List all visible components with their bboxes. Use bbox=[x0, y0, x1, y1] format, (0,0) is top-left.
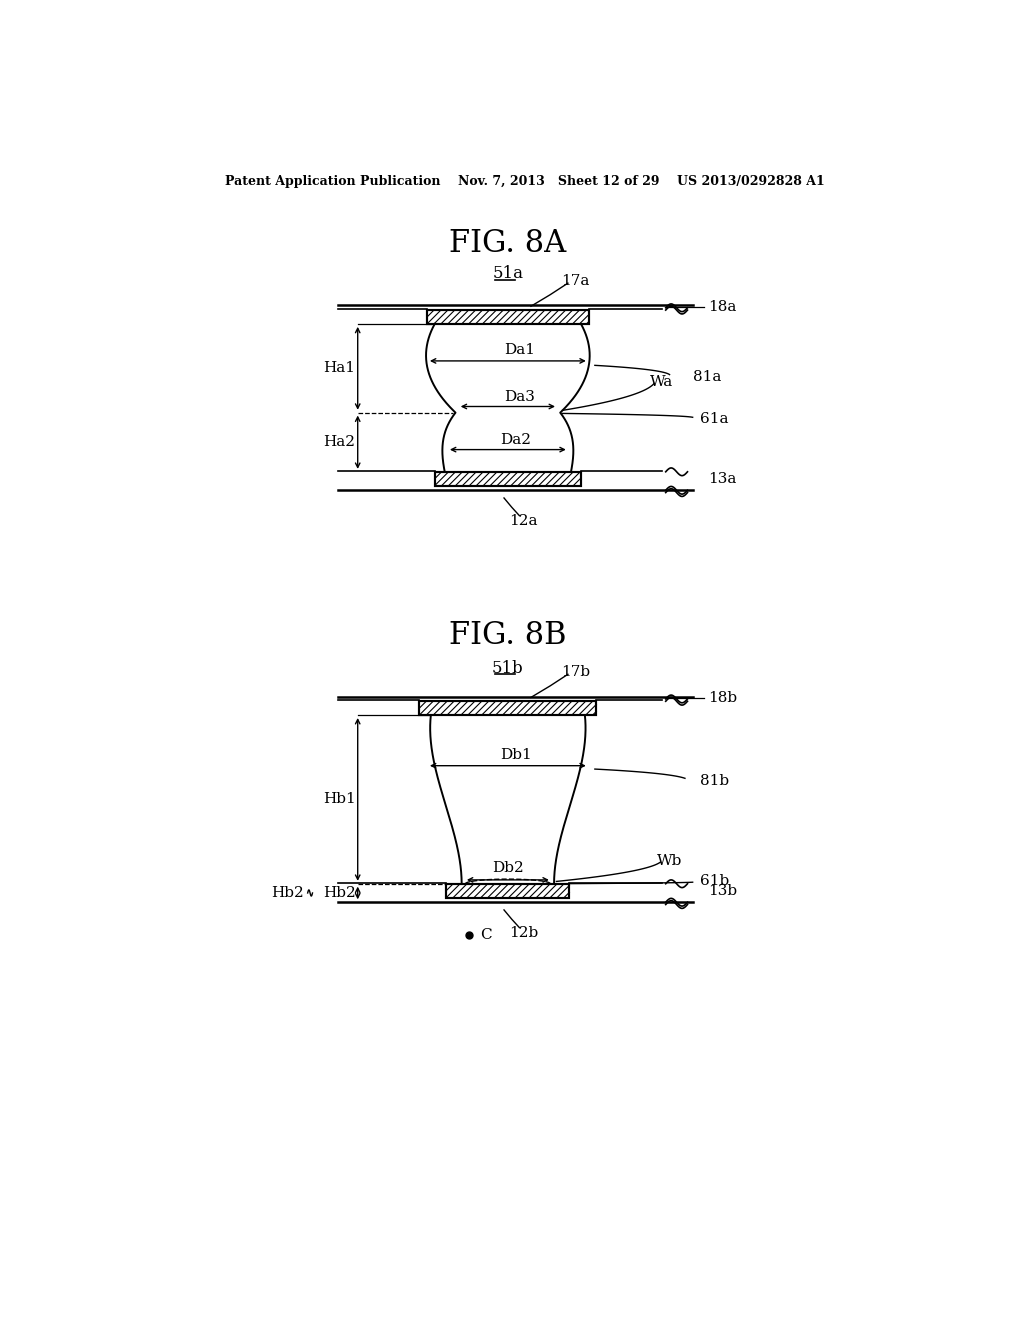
Text: 51b: 51b bbox=[492, 660, 523, 677]
Text: Da1: Da1 bbox=[504, 343, 535, 358]
Text: Da2: Da2 bbox=[500, 433, 531, 446]
Text: 61a: 61a bbox=[700, 412, 729, 426]
Text: 18a: 18a bbox=[708, 300, 736, 314]
Text: C: C bbox=[480, 928, 492, 941]
Bar bbox=[427, 310, 589, 323]
Text: 18b: 18b bbox=[708, 692, 737, 705]
Text: 13a: 13a bbox=[708, 471, 736, 486]
Text: 81a: 81a bbox=[692, 370, 721, 384]
Text: 61b: 61b bbox=[700, 874, 730, 888]
Text: Db1: Db1 bbox=[500, 748, 531, 762]
Text: Wa: Wa bbox=[650, 375, 674, 389]
Text: Patent Application Publication    Nov. 7, 2013   Sheet 12 of 29    US 2013/02928: Patent Application Publication Nov. 7, 2… bbox=[225, 176, 824, 189]
Text: Hb2: Hb2 bbox=[271, 886, 304, 900]
Text: 13b: 13b bbox=[708, 883, 737, 898]
Text: 51a: 51a bbox=[493, 265, 523, 282]
Text: 12a: 12a bbox=[509, 513, 538, 528]
Bar bbox=[446, 884, 569, 898]
Text: Wb: Wb bbox=[656, 854, 682, 867]
Text: FIG. 8A: FIG. 8A bbox=[450, 227, 566, 259]
Bar bbox=[419, 701, 596, 715]
Text: Db2: Db2 bbox=[492, 862, 523, 875]
Bar bbox=[435, 471, 581, 486]
Text: 17b: 17b bbox=[561, 665, 590, 678]
Bar bbox=[446, 884, 569, 898]
Bar bbox=[435, 471, 581, 486]
Bar bbox=[427, 310, 589, 323]
Text: FIG. 8B: FIG. 8B bbox=[450, 620, 566, 651]
Text: Hb1: Hb1 bbox=[323, 792, 355, 807]
Text: Ha2: Ha2 bbox=[324, 436, 355, 449]
Text: Hb2: Hb2 bbox=[323, 886, 355, 900]
Bar bbox=[419, 701, 596, 715]
Text: Ha1: Ha1 bbox=[324, 362, 355, 375]
Text: 81b: 81b bbox=[700, 774, 729, 788]
Text: 17a: 17a bbox=[561, 273, 590, 288]
Text: 12b: 12b bbox=[509, 927, 538, 940]
Text: Da3: Da3 bbox=[504, 391, 535, 404]
